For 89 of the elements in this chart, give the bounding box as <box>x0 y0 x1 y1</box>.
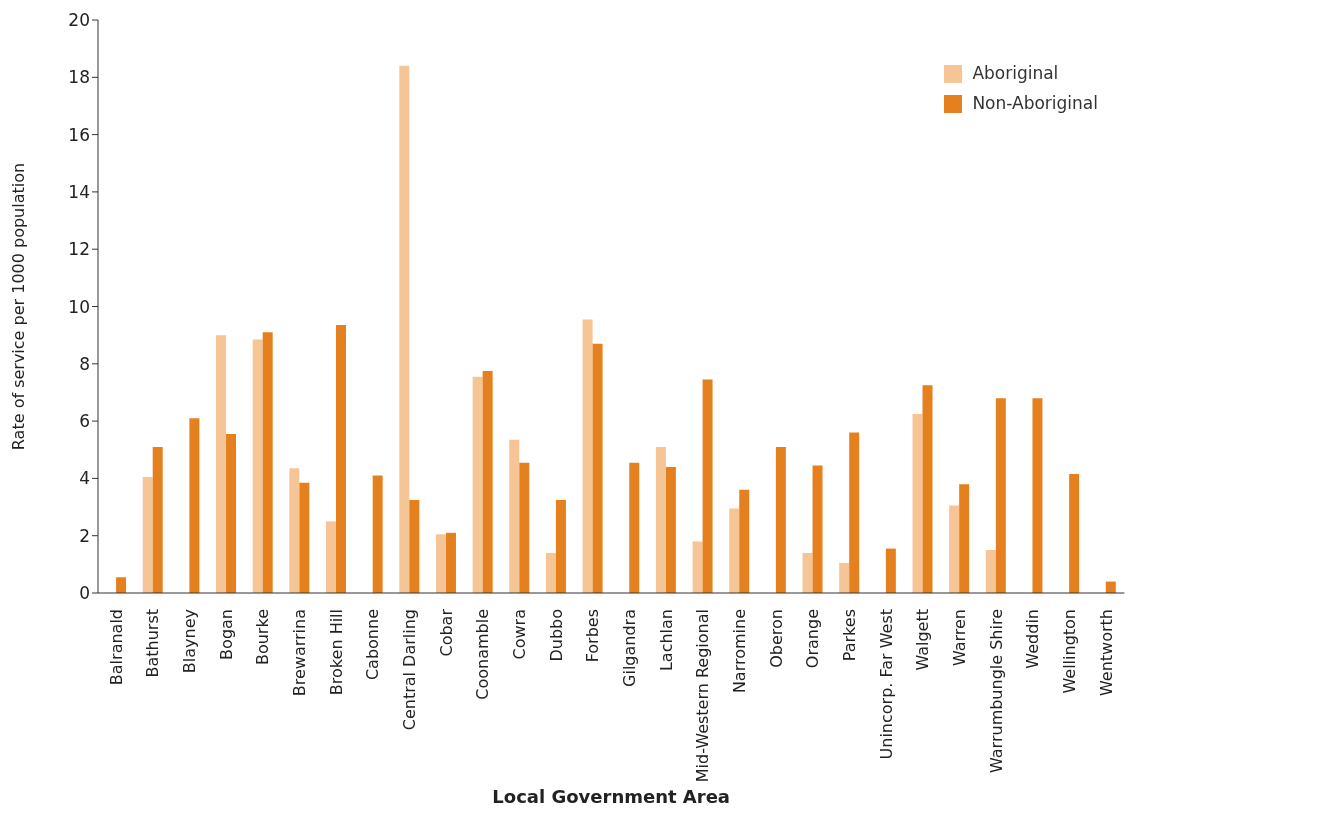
bar <box>849 432 860 593</box>
bar <box>655 446 666 593</box>
bar <box>435 534 446 593</box>
bar <box>922 385 933 593</box>
x-tick-label: Central Darling <box>400 609 420 731</box>
x-tick-label: Cowra <box>510 609 530 660</box>
y-tick-label: 8 <box>79 353 90 374</box>
bar <box>299 482 310 593</box>
bar <box>142 476 153 593</box>
bar <box>995 398 1006 593</box>
bar <box>555 499 566 593</box>
bar <box>912 413 923 593</box>
x-tick-label: Oberon <box>766 609 786 668</box>
y-tick-label: 12 <box>68 239 90 260</box>
bar <box>372 475 383 593</box>
y-tick-label: 0 <box>79 583 90 604</box>
x-tick-label: Parkes <box>839 609 859 662</box>
x-tick-label: Walgett <box>913 609 933 671</box>
bar <box>252 339 263 593</box>
y-tick-label: 10 <box>68 296 90 317</box>
x-tick-label: Forbes <box>583 609 603 663</box>
bar <box>409 499 420 593</box>
x-tick-label: Broken Hill <box>326 609 346 696</box>
bar <box>472 376 483 593</box>
bar <box>1032 398 1043 593</box>
bar <box>692 541 703 593</box>
x-axis-title: Local Government Area <box>492 786 731 807</box>
bar <box>226 433 237 593</box>
x-tick-label: Narromine <box>729 609 749 694</box>
y-tick-label: 20 <box>68 10 90 31</box>
x-tick-label: Wellington <box>1059 609 1079 694</box>
bar <box>729 508 740 593</box>
bar <box>445 532 456 593</box>
x-tick-label: Warren <box>949 609 969 667</box>
x-tick-label: Wentworth <box>1096 609 1116 697</box>
x-tick-label: Orange <box>803 609 823 669</box>
bar <box>482 370 493 593</box>
y-tick-label: 2 <box>79 525 90 546</box>
bar <box>739 489 750 593</box>
y-tick-label: 4 <box>79 468 90 489</box>
y-axis-title: Rate of service per 1000 population <box>8 162 28 451</box>
bar <box>289 468 300 593</box>
bar <box>1069 474 1080 593</box>
bar <box>885 548 896 593</box>
x-tick-label: Gilgandra <box>620 609 640 687</box>
x-tick-label: Lachlan <box>656 609 676 672</box>
x-tick-label: Bogan <box>216 609 236 660</box>
bar <box>509 439 520 593</box>
legend-label: Non-Aboriginal <box>972 93 1098 113</box>
bar <box>326 521 336 593</box>
x-tick-label: Coonamble <box>473 609 493 700</box>
bar <box>216 335 227 593</box>
x-tick-label: Bathurst <box>143 609 163 678</box>
x-tick-label: Dubbo <box>546 609 566 662</box>
x-tick-label: Bourke <box>253 609 273 666</box>
bar <box>702 379 713 593</box>
x-tick-label: Balranald <box>106 609 126 686</box>
bar <box>336 325 346 593</box>
bar <box>959 484 970 593</box>
bar <box>582 319 593 593</box>
bar <box>775 446 786 593</box>
bar <box>949 505 960 593</box>
bar <box>812 465 823 593</box>
bar <box>592 343 603 593</box>
bar <box>802 552 813 593</box>
bar <box>545 552 556 593</box>
y-tick-label: 14 <box>68 181 90 202</box>
bar <box>189 418 200 593</box>
bar <box>665 466 676 593</box>
x-tick-label: Mid-Western Regional <box>693 609 713 783</box>
bar <box>839 562 850 593</box>
bar <box>519 462 530 593</box>
bar <box>152 446 163 593</box>
bar <box>399 65 410 593</box>
y-tick-label: 6 <box>79 411 90 432</box>
x-tick-label: Blayney <box>180 609 200 674</box>
bar <box>985 550 996 593</box>
x-tick-label: Warrumbungle Shire <box>986 609 1006 773</box>
y-tick-label: 18 <box>68 67 90 88</box>
bar <box>116 577 127 593</box>
x-tick-label: Brewarrina <box>290 609 310 697</box>
x-tick-label: Cabonne <box>363 609 383 681</box>
x-tick-label: Cobar <box>436 608 456 657</box>
bar <box>262 332 273 593</box>
legend-label: Aboriginal <box>972 63 1059 83</box>
bar <box>629 462 640 593</box>
y-tick-label: 16 <box>68 124 90 145</box>
x-tick-label: Weddin <box>1023 609 1043 669</box>
x-tick-label: Unincorp. Far West <box>876 609 896 760</box>
